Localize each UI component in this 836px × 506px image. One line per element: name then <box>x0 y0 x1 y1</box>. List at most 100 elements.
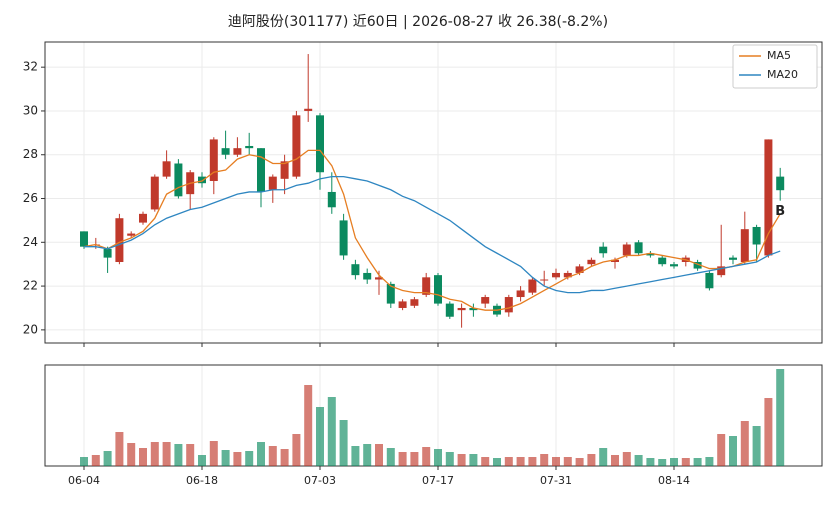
candle-body <box>174 163 183 197</box>
candle-body <box>528 279 537 293</box>
volume-bar <box>375 444 383 466</box>
volume-bar <box>257 442 265 466</box>
y-tick-label: 30 <box>23 103 38 117</box>
volume-bar <box>162 442 171 466</box>
volume-bar <box>304 385 313 466</box>
price-panel <box>44 41 823 344</box>
candle-body <box>363 272 372 280</box>
candle-body <box>740 229 749 263</box>
volume-bar <box>516 457 525 466</box>
volume-bar <box>587 454 596 466</box>
legend-label: MA20 <box>767 68 798 81</box>
volume-bar <box>186 444 195 466</box>
candle-body <box>304 108 313 111</box>
candle-body <box>268 176 277 190</box>
volume-bar <box>599 448 608 466</box>
candle-body <box>563 272 572 278</box>
candle-body <box>729 257 737 260</box>
candle-body <box>434 275 442 304</box>
candle-body <box>504 297 513 313</box>
volume-bar <box>386 448 395 466</box>
volume-bar <box>752 426 761 466</box>
candle-body <box>552 272 560 278</box>
candle-body <box>634 242 643 254</box>
y-tick-label: 24 <box>23 235 38 249</box>
candle-body <box>233 148 242 155</box>
volume-bar <box>764 398 773 466</box>
volume-bar <box>233 452 242 466</box>
volume-bar <box>445 452 454 466</box>
volume-bar <box>91 455 100 466</box>
candle-body <box>445 303 454 317</box>
volume-bar <box>693 458 702 466</box>
candle-body <box>115 218 124 263</box>
volume-bar <box>292 434 301 466</box>
volume-bar <box>552 457 560 466</box>
y-tick-label: 28 <box>23 147 38 161</box>
volume-bar <box>245 451 254 466</box>
candle-body <box>705 272 714 289</box>
candle-body <box>375 277 383 280</box>
volume-bar <box>681 458 690 466</box>
candle-body <box>280 161 289 179</box>
volume-panel <box>44 364 823 467</box>
candle-body <box>398 301 407 308</box>
volume-bar <box>127 443 136 466</box>
x-tick-label: 08-14 <box>658 474 690 487</box>
candle-body <box>245 145 254 149</box>
candle-body <box>316 115 324 173</box>
volume-bar <box>493 458 501 466</box>
candle-body <box>80 231 88 247</box>
volume-bar <box>434 449 442 466</box>
candle-body <box>611 259 619 263</box>
volume-bar <box>209 441 218 466</box>
candle-body <box>257 148 265 192</box>
y-tick-label: 20 <box>23 322 38 336</box>
volume-bar <box>540 454 549 466</box>
candle-body <box>209 139 218 182</box>
candle-body <box>386 283 395 304</box>
volume-bar <box>268 446 277 466</box>
candle-body <box>646 253 655 256</box>
candle-body <box>622 244 631 256</box>
candle-body <box>457 307 466 311</box>
volume-bar <box>115 432 124 466</box>
candle-body <box>599 246 608 254</box>
candle-body <box>469 307 478 311</box>
candle-body <box>139 213 147 223</box>
candle-body <box>670 264 678 267</box>
volume-bar <box>469 454 478 466</box>
volume-bar <box>575 458 584 466</box>
volume-bar <box>103 451 112 466</box>
candle-body <box>221 148 230 155</box>
candle-body <box>422 277 431 295</box>
candle-body <box>516 290 525 298</box>
candle-body <box>717 266 726 276</box>
candle-body <box>339 220 348 256</box>
volume-bar <box>705 457 714 466</box>
volume-bar <box>327 397 336 466</box>
y-tick-label: 22 <box>23 279 38 293</box>
candle-body <box>103 248 112 258</box>
candle-body <box>540 279 549 281</box>
candle-body <box>150 176 159 210</box>
candle-body <box>752 226 761 245</box>
candle-body <box>351 264 360 276</box>
volume-bar <box>221 450 230 466</box>
volume-bar <box>198 455 206 466</box>
candle-body <box>127 233 136 236</box>
volume-bar <box>670 458 678 466</box>
volume-bar <box>504 457 513 466</box>
volume-bar <box>280 449 289 466</box>
x-tick-label: 07-31 <box>540 474 572 487</box>
volume-bar <box>363 444 372 466</box>
volume-bar <box>717 434 726 466</box>
volume-bar <box>339 420 348 466</box>
y-tick-label: 32 <box>23 60 38 74</box>
volume-bar <box>776 369 785 466</box>
candle-body <box>764 139 773 256</box>
volume-bar <box>658 459 667 466</box>
legend-label: MA5 <box>767 49 791 62</box>
candle-body <box>587 259 596 265</box>
